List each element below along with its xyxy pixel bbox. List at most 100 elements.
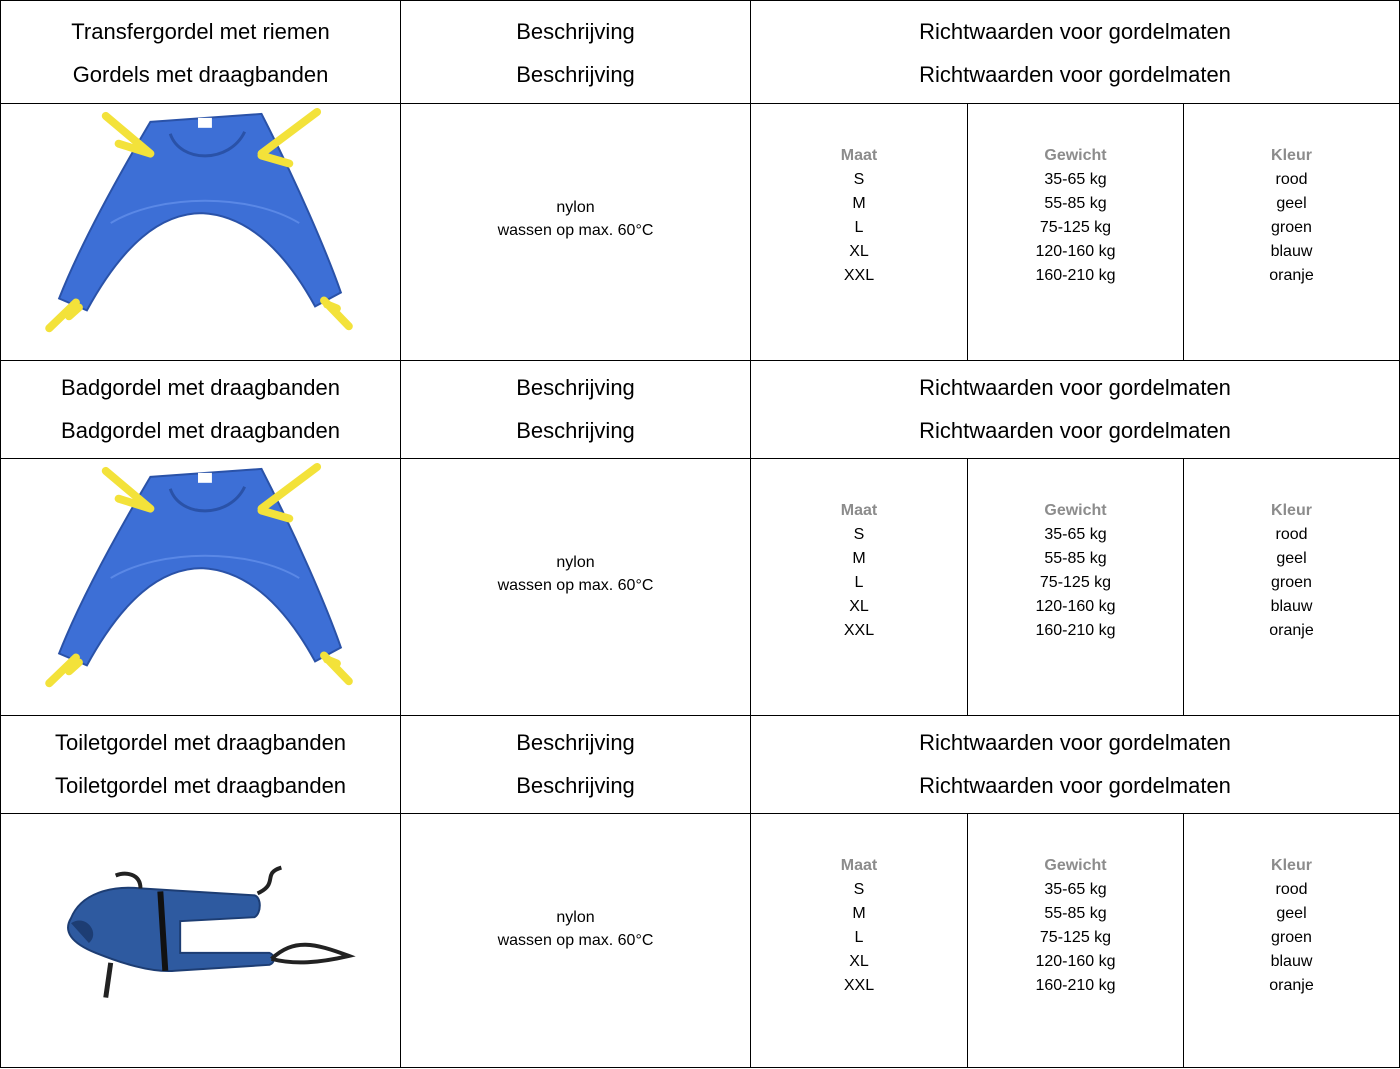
size-cell: Gewicht 35-65 kg 55-85 kg 75-125 kg 120-160 … (967, 813, 1184, 1068)
size-cell: Maat S M L XL XXL (750, 458, 968, 716)
header-text: Toiletgordel met draagbanden (54, 773, 347, 798)
header-text: Beschrijving (516, 418, 635, 443)
size-value: 120-160 kg (1035, 243, 1116, 260)
size-value: 160-210 kg (1035, 622, 1116, 639)
size-header: Kleur (1271, 857, 1312, 874)
description-cell: nylon wassen op max. 60°C (400, 458, 751, 716)
description-text: nylon (556, 909, 595, 926)
header-cell: Richtwaarden voor gordelmaten Richtwaarde… (750, 0, 1400, 104)
size-value: groen (1271, 219, 1312, 236)
image-cell (0, 813, 401, 1068)
size-value: rood (1275, 526, 1308, 543)
header-text: Gordels met draagbanden (72, 62, 329, 87)
header-text: Beschrijving (516, 375, 635, 400)
size-value: 120-160 kg (1035, 598, 1116, 615)
size-value: XXL (843, 267, 875, 284)
header-cell: Richtwaarden voor gordelmaten Richtwaarde… (750, 715, 1400, 814)
header-text: Richtwaarden voor gordelmaten (919, 62, 1231, 87)
size-value: 75-125 kg (1039, 574, 1112, 591)
toilet-sling-photo (67, 865, 356, 998)
size-header: Maat (840, 147, 878, 164)
header-text: Richtwaarden voor gordelmaten (919, 773, 1231, 798)
size-value: L (854, 219, 864, 236)
size-cell: Kleur rood geel groen blauw oranje (1183, 458, 1400, 716)
size-value: rood (1275, 171, 1308, 188)
size-value: 55-85 kg (1044, 550, 1107, 567)
size-value: XL (849, 598, 869, 615)
size-value: 55-85 kg (1044, 195, 1107, 212)
header-text: Badgordel met draagbanden (61, 375, 340, 400)
size-value: groen (1271, 929, 1312, 946)
description-cell: nylon wassen op max. 60°C (400, 813, 751, 1068)
size-cell: Kleur rood geel groen blauw oranje (1183, 813, 1400, 1068)
header-cell: Beschrijving Beschrijving (400, 360, 751, 459)
size-value: L (854, 929, 864, 946)
size-value: geel (1276, 905, 1307, 922)
sling-photo (45, 462, 353, 688)
header-text: Richtwaarden voor gordelmaten (919, 418, 1231, 443)
size-value: oranje (1269, 267, 1314, 284)
size-value: geel (1276, 550, 1307, 567)
header-text: Richtwaarden voor gordelmaten (919, 730, 1231, 755)
size-header: Maat (840, 502, 878, 519)
size-value: S (853, 171, 865, 188)
size-header: Gewicht (1044, 502, 1107, 519)
header-text: Beschrijving (516, 62, 635, 87)
size-value: S (853, 526, 865, 543)
size-value: oranje (1269, 622, 1314, 639)
size-value: M (852, 195, 866, 212)
header-text: Badgordel met draagbanden (61, 418, 340, 443)
size-value: 35-65 kg (1044, 881, 1107, 898)
size-value: blauw (1270, 953, 1313, 970)
description-cell: nylon wassen op max. 60°C (400, 103, 751, 361)
size-value: geel (1276, 195, 1307, 212)
size-value: rood (1275, 881, 1308, 898)
header-text: Beschrijving (516, 730, 635, 755)
size-value: 35-65 kg (1044, 171, 1107, 188)
size-header: Gewicht (1044, 147, 1107, 164)
header-cell: Toiletgordel met draagbanden Toiletgordel… (0, 715, 401, 814)
header-cell: Beschrijving Beschrijving (400, 715, 751, 814)
size-cell: Gewicht 35-65 kg 55-85 kg 75-125 kg 120-160 … (967, 103, 1184, 361)
size-value: XL (849, 243, 869, 260)
size-value: 75-125 kg (1039, 929, 1112, 946)
size-value: XL (849, 953, 869, 970)
sling-photo (45, 107, 353, 333)
description-text: nylon (556, 554, 595, 571)
size-value: L (854, 574, 864, 591)
image-cell (0, 103, 401, 361)
header-text: Beschrijving (516, 19, 635, 44)
size-value: blauw (1270, 598, 1313, 615)
size-value: M (852, 550, 866, 567)
size-value: blauw (1270, 243, 1313, 260)
header-text: Toiletgordel met draagbanden (54, 730, 347, 755)
size-value: 75-125 kg (1039, 219, 1112, 236)
description-text: wassen op max. 60°C (497, 222, 654, 239)
size-value: 120-160 kg (1035, 953, 1116, 970)
size-value: 160-210 kg (1035, 267, 1116, 284)
description-text: wassen op max. 60°C (497, 577, 654, 594)
size-value: M (852, 905, 866, 922)
size-value: groen (1271, 574, 1312, 591)
size-cell: Kleur rood geel groen blauw oranje (1183, 103, 1400, 361)
size-cell: Maat S M L XL XXL (750, 103, 968, 361)
description-text: nylon (556, 199, 595, 216)
image-cell (0, 458, 401, 716)
size-value: S (853, 881, 865, 898)
header-text: Beschrijving (516, 773, 635, 798)
header-cell: Beschrijving Beschrijving (400, 0, 751, 104)
size-header: Kleur (1271, 147, 1312, 164)
size-header: Kleur (1271, 502, 1312, 519)
header-text: Richtwaarden voor gordelmaten (919, 19, 1231, 44)
size-cell: Maat S M L XL XXL (750, 813, 968, 1068)
description-text: wassen op max. 60°C (497, 932, 654, 949)
size-value: 55-85 kg (1044, 905, 1107, 922)
size-value: oranje (1269, 977, 1314, 994)
header-text: Richtwaarden voor gordelmaten (919, 375, 1231, 400)
header-cell: Richtwaarden voor gordelmaten Richtwaarde… (750, 360, 1400, 459)
header-cell: Transfergordel met riemen Gordels met dra… (0, 0, 401, 104)
size-header: Gewicht (1044, 857, 1107, 874)
size-value: XXL (843, 977, 875, 994)
header-text: Transfergordel met riemen (71, 19, 330, 44)
